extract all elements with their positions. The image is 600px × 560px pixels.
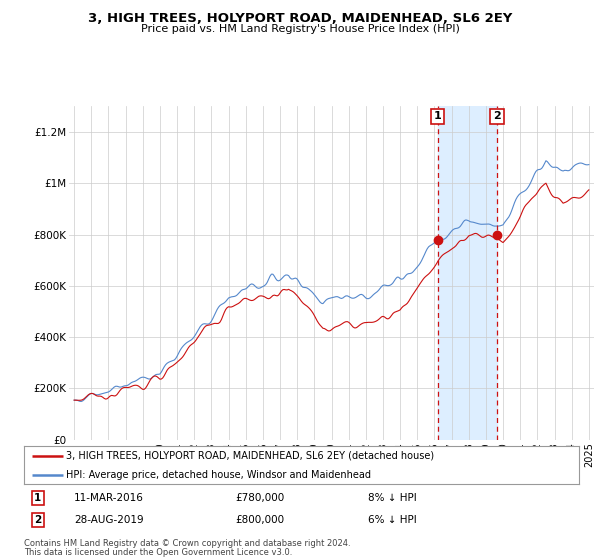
Text: Price paid vs. HM Land Registry's House Price Index (HPI): Price paid vs. HM Land Registry's House … (140, 24, 460, 34)
Text: 2: 2 (34, 515, 41, 525)
Text: 1: 1 (34, 493, 41, 503)
Text: 11-MAR-2016: 11-MAR-2016 (74, 493, 144, 503)
Bar (438, 106, 497, 440)
Text: 28-AUG-2019: 28-AUG-2019 (74, 515, 143, 525)
Text: Contains HM Land Registry data © Crown copyright and database right 2024.: Contains HM Land Registry data © Crown c… (24, 539, 350, 548)
Text: 3, HIGH TREES, HOLYPORT ROAD, MAIDENHEAD, SL6 2EY (detached house): 3, HIGH TREES, HOLYPORT ROAD, MAIDENHEAD… (65, 451, 434, 461)
Text: 8% ↓ HPI: 8% ↓ HPI (368, 493, 417, 503)
Text: 3, HIGH TREES, HOLYPORT ROAD, MAIDENHEAD, SL6 2EY: 3, HIGH TREES, HOLYPORT ROAD, MAIDENHEAD… (88, 12, 512, 25)
Text: 1: 1 (434, 111, 442, 122)
Text: 2: 2 (493, 111, 501, 122)
Text: This data is licensed under the Open Government Licence v3.0.: This data is licensed under the Open Gov… (24, 548, 292, 557)
Text: £780,000: £780,000 (235, 493, 284, 503)
Text: 6% ↓ HPI: 6% ↓ HPI (368, 515, 417, 525)
Text: £800,000: £800,000 (235, 515, 284, 525)
Text: HPI: Average price, detached house, Windsor and Maidenhead: HPI: Average price, detached house, Wind… (65, 470, 371, 480)
